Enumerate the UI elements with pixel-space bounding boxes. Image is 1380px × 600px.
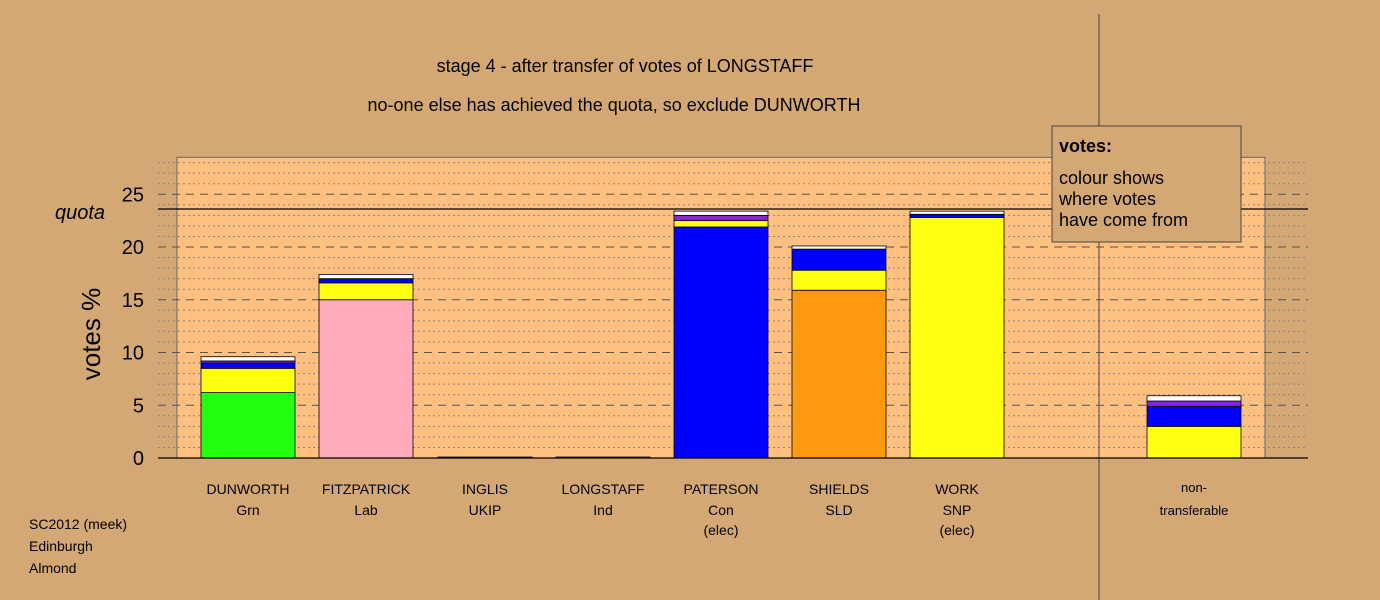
category-label: Ind — [593, 502, 612, 518]
bar-segment — [791, 248, 887, 271]
bar-stack — [909, 210, 1005, 459]
bar-segment — [673, 214, 769, 222]
bar-segment — [1146, 395, 1242, 402]
bar-segment — [200, 367, 296, 393]
bar-segment — [673, 226, 769, 459]
legend-line-2: where votes — [1058, 189, 1156, 209]
category-label: SNP — [943, 502, 972, 518]
bar-segment — [1146, 425, 1242, 459]
category-label: SLD — [825, 502, 852, 518]
bar-segment — [909, 217, 1005, 459]
category-label: Con — [708, 502, 734, 518]
bar-segment — [200, 392, 296, 459]
bar-stack — [1146, 395, 1242, 459]
category-label: Lab — [354, 502, 378, 518]
bar-segment — [318, 299, 414, 459]
bar-stack — [200, 356, 296, 459]
category-label: INGLIS — [462, 481, 508, 497]
legend-line-3: have come from — [1059, 210, 1188, 230]
chart-subtitle: no-one else has achieved the quota, so e… — [368, 95, 861, 115]
category-label: DUNWORTH — [207, 481, 290, 497]
category-label: Grn — [236, 502, 259, 518]
footer-line: Almond — [29, 560, 77, 576]
legend-title: votes: — [1059, 136, 1112, 156]
y-tick-label: 15 — [122, 290, 144, 312]
category-label: (elec) — [703, 522, 738, 538]
bar-segment — [909, 213, 1005, 218]
category-label: WORK — [935, 481, 979, 497]
quota-label: quota — [55, 202, 105, 224]
y-tick-label: 5 — [133, 395, 144, 417]
bar-segment — [318, 282, 414, 301]
category-label: UKIP — [469, 502, 502, 518]
bar-segment — [673, 210, 769, 216]
y-tick-label: 0 — [133, 448, 144, 470]
category-label: SHIELDS — [809, 481, 869, 497]
bar-segment — [909, 210, 1005, 215]
chart-title: stage 4 - after transfer of votes of LON… — [437, 56, 814, 76]
nontransferable-label: non- — [1181, 480, 1207, 495]
y-axis-label: votes % — [76, 288, 106, 381]
category-label: FITZPATRICK — [322, 481, 411, 497]
footer-line: Edinburgh — [29, 538, 93, 554]
y-tick-label: 25 — [122, 184, 144, 206]
bar-segment — [673, 220, 769, 228]
bar-stack — [673, 210, 769, 459]
bar-segment — [1146, 400, 1242, 407]
bar-segment — [200, 356, 296, 362]
labels: 0 5 10 15 20 25 DUNWORTH Grn FITZPATRICK Lab INGLI… — [122, 184, 1229, 538]
bar-stack — [791, 245, 887, 459]
footer: SC2012 (meek) Edinburgh Almond — [29, 513, 127, 579]
bar-segment — [200, 362, 296, 369]
category-label: (elec) — [939, 522, 974, 538]
bar-segment — [791, 289, 887, 459]
y-tick-label: 20 — [122, 237, 144, 259]
bar-stack — [318, 274, 414, 459]
footer-line: SC2012 (meek) — [29, 516, 128, 532]
y-tick-label: 10 — [122, 343, 144, 365]
category-label: LONGSTAFF — [562, 481, 645, 497]
bar-segment — [318, 274, 414, 280]
category-label: PATERSON — [684, 481, 759, 497]
nontransferable-label: transferable — [1160, 503, 1229, 518]
legend-box: votes: colour shows where votes have com… — [1051, 125, 1242, 243]
bar-segment — [1146, 405, 1242, 427]
bar-stacks — [200, 210, 1242, 459]
bar-segment — [791, 269, 887, 291]
bar-segment — [791, 245, 887, 250]
legend-line-1: colour shows — [1059, 168, 1164, 188]
bar-segment — [318, 278, 414, 284]
